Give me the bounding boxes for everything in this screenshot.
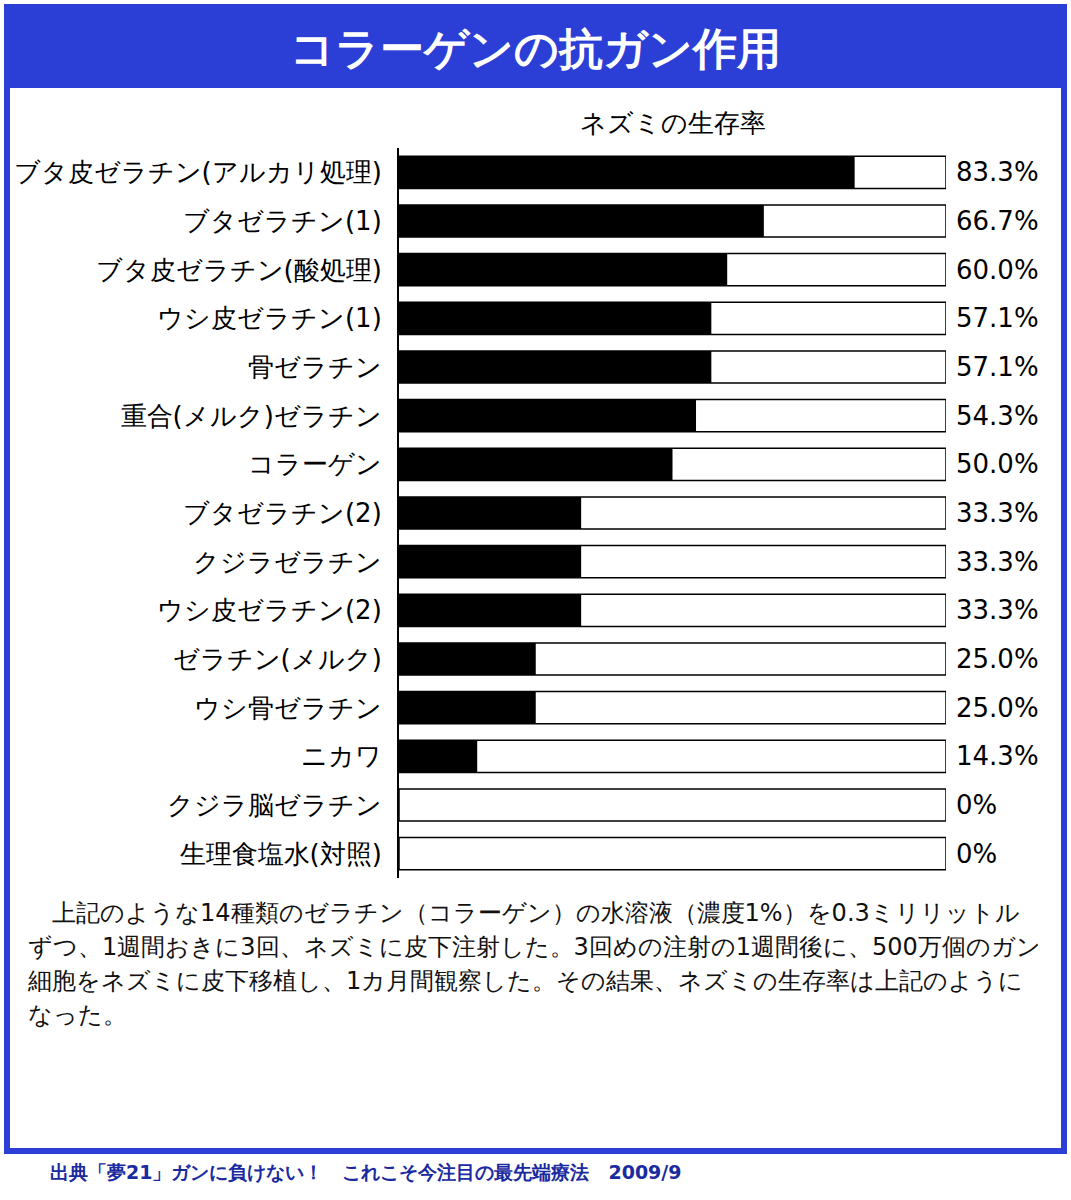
svg-text:33.3%: 33.3% bbox=[956, 547, 1039, 577]
html-text:上記のような14種類のゼラチン（コラーゲン）の水溶液（濃度1: 上記のような14種類のゼラチン（コラーゲン）の水溶液（濃度1%）を0.3ミリリッ… bbox=[28, 899, 1041, 1029]
svg-text:0%: 0% bbox=[956, 790, 997, 820]
svg-text:14.3%: 14.3% bbox=[956, 741, 1039, 771]
svg-text:33.3%: 33.3% bbox=[956, 595, 1039, 625]
svg-text:ゼラチン(メルク): ゼラチン(メルク) bbox=[173, 644, 382, 674]
svg-text:57.1%: 57.1% bbox=[956, 303, 1039, 333]
svg-text:ネズミの生存率: ネズミの生存率 bbox=[580, 108, 766, 138]
svg-text:33.3%: 33.3% bbox=[956, 498, 1039, 528]
svg-text:コラーゲン: コラーゲン bbox=[248, 449, 382, 479]
svg-text:生理食塩水(対照): 生理食塩水(対照) bbox=[180, 839, 382, 869]
svg-text:クジラ脳ゼラチン: クジラ脳ゼラチン bbox=[167, 790, 382, 820]
svg-text:83.3%: 83.3% bbox=[956, 157, 1039, 187]
svg-text:重合(メルク)ゼラチン: 重合(メルク)ゼラチン bbox=[121, 401, 382, 431]
svg-text:50.0%: 50.0% bbox=[956, 449, 1039, 479]
svg-text:ブタ皮ゼラチン(酸処理): ブタ皮ゼラチン(酸処理) bbox=[96, 255, 382, 285]
svg-text:54.3%: 54.3% bbox=[956, 401, 1039, 431]
svg-text:ブタゼラチン(2): ブタゼラチン(2) bbox=[183, 498, 382, 528]
svg-text:57.1%: 57.1% bbox=[956, 352, 1039, 382]
html-text:コラーゲンの抗ガン作用: コラーゲンの抗ガン作用 bbox=[290, 23, 781, 74]
svg-text:ブタゼラチン(1): ブタゼラチン(1) bbox=[183, 206, 382, 236]
svg-text:25.0%: 25.0% bbox=[956, 644, 1039, 674]
svg-text:0%: 0% bbox=[956, 839, 997, 869]
svg-text:ウシ皮ゼラチン(1): ウシ皮ゼラチン(1) bbox=[157, 303, 382, 333]
html-text:出典「夢21」ガンに負けない！ これこそ今注目の最先端療法: 出典「夢21」ガンに負けない！ これこそ今注目の最先端療法 2009/9 bbox=[50, 1161, 682, 1183]
svg-text:骨ゼラチン: 骨ゼラチン bbox=[248, 352, 382, 382]
svg-text:クジラゼラチン: クジラゼラチン bbox=[193, 547, 382, 577]
svg-text:ウシ皮ゼラチン(2): ウシ皮ゼラチン(2) bbox=[157, 595, 382, 625]
svg-text:ニカワ: ニカワ bbox=[301, 741, 382, 771]
svg-text:60.0%: 60.0% bbox=[956, 255, 1039, 285]
svg-text:ブタ皮ゼラチン(アルカリ処理): ブタ皮ゼラチン(アルカリ処理) bbox=[14, 157, 382, 187]
svg-text:66.7%: 66.7% bbox=[956, 206, 1039, 236]
svg-text:25.0%: 25.0% bbox=[956, 693, 1039, 723]
svg-text:ウシ骨ゼラチン: ウシ骨ゼラチン bbox=[194, 693, 382, 723]
